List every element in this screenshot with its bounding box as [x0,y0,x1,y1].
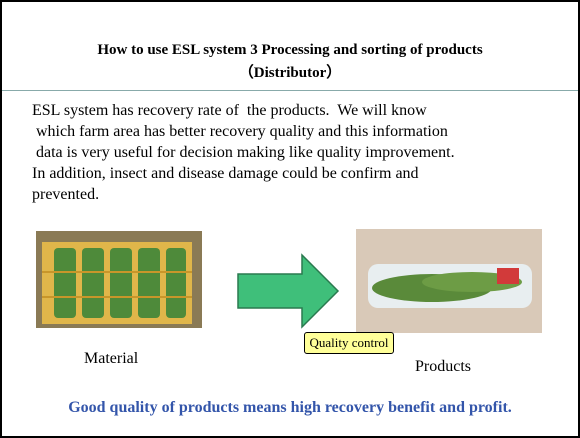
slide: How to use ESL system 3 Processing and s… [0,0,580,438]
products-photo [356,229,542,333]
arrow [238,255,338,327]
label-box: Quality control [304,332,394,354]
conclusion: Good quality of products means high reco… [2,399,578,417]
material-photo [36,231,202,328]
caption: Material [84,350,138,368]
caption: Products [415,358,471,376]
illustration [2,2,578,436]
